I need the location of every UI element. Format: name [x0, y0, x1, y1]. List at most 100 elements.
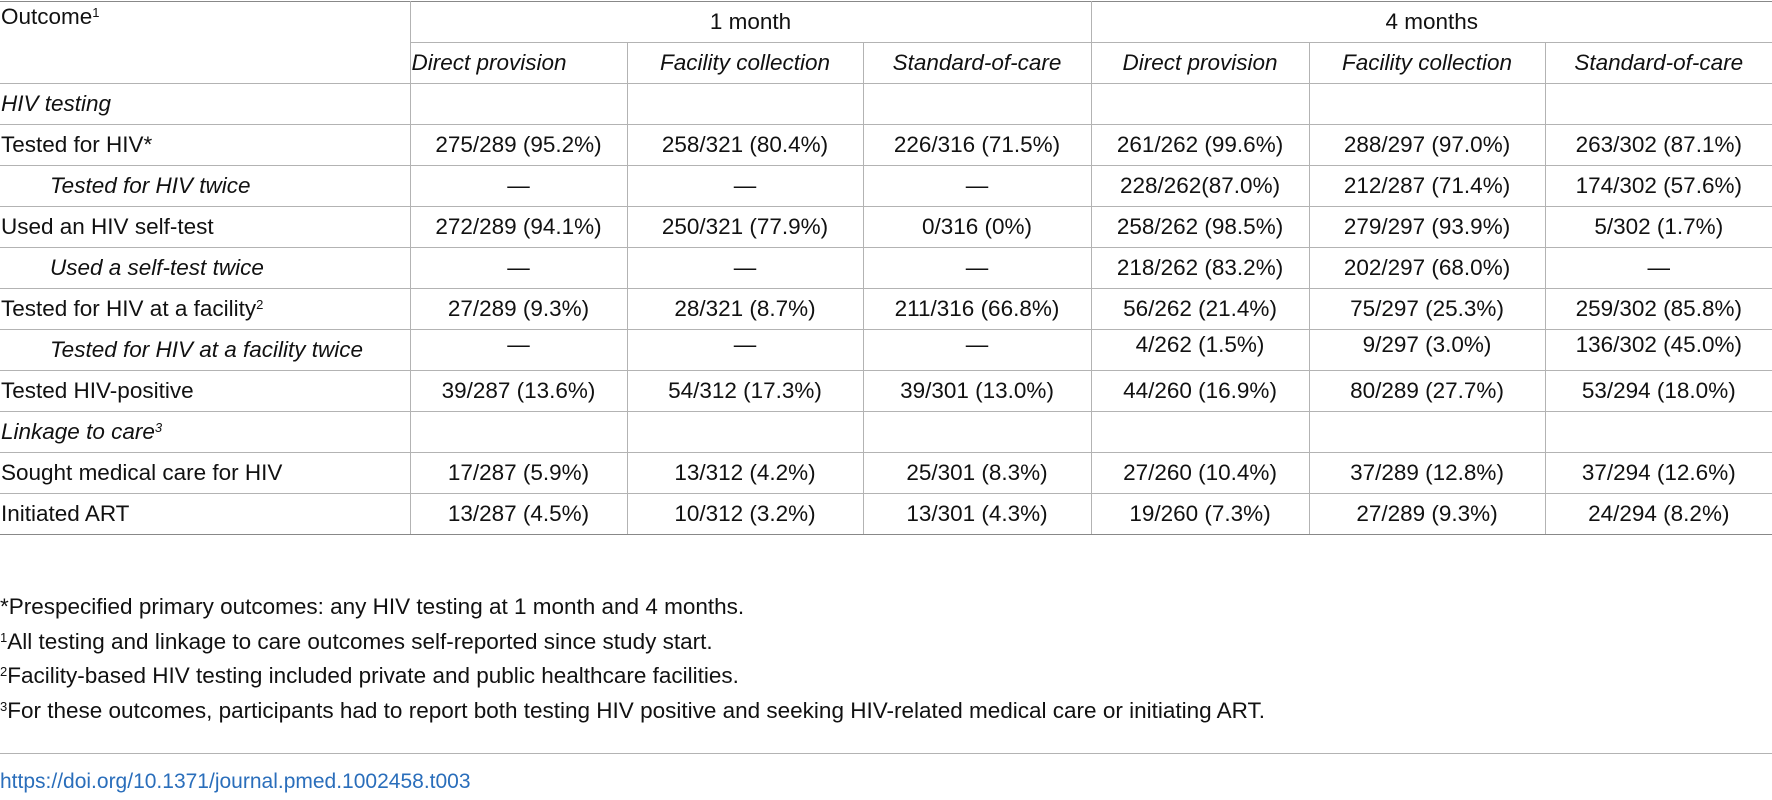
value-cell: 275/289 (95.2%) — [409, 124, 628, 166]
table-row: Sought medical care for HIV 17/287 (5.9%)… — [0, 452, 1772, 494]
period-header-4-months: 4 months — [1090, 1, 1772, 43]
arm-header: Facility collection — [1308, 42, 1546, 84]
arm-header: Standard-of-care — [862, 42, 1092, 84]
value-cell: 279/297 (93.9%) — [1308, 206, 1546, 248]
value-cell: 202/297 (68.0%) — [1308, 247, 1546, 289]
value-cell: 27/260 (10.4%) — [1090, 452, 1310, 494]
row-label: Tested HIV-positive — [0, 370, 411, 412]
value-cell: 258/262 (98.5%) — [1090, 206, 1310, 248]
value-cell: 25/301 (8.3%) — [862, 452, 1092, 494]
table-row: Tested for HIV at a facility twice — — —4/2… — [0, 329, 1772, 371]
value-cell: 37/294 (12.6%) — [1544, 452, 1772, 494]
value-cell: — — [626, 247, 864, 289]
value-cell: 13/312 (4.2%) — [626, 452, 864, 494]
empty-cell — [1308, 83, 1546, 125]
value-cell: 53/294 (18.0%) — [1544, 370, 1772, 412]
row-label: Tested for HIV twice — [0, 165, 411, 207]
value-cell: — — [409, 165, 628, 207]
value-cell: 250/321 (77.9%) — [626, 206, 864, 248]
value-cell: — — [409, 247, 628, 289]
arm-header: Standard-of-care — [1544, 42, 1772, 84]
value-cell: 261/262 (99.6%) — [1090, 124, 1310, 166]
section-label: Linkage to care3 — [0, 411, 411, 453]
value-cell: 13/301 (4.3%) — [862, 493, 1092, 535]
value-cell: — — [862, 165, 1092, 207]
value-cell: 13/287 (4.5%) — [409, 493, 628, 535]
value-cell: — — [626, 329, 864, 371]
value-cell: 17/287 (5.9%) — [409, 452, 628, 494]
row-label: Tested for HIV* — [0, 124, 411, 166]
footnote: 2Facility-based HIV testing included pri… — [0, 663, 739, 688]
footnote: 3For these outcomes, participants had to… — [0, 697, 1265, 723]
row-label: Tested for HIV at a facility2 — [0, 288, 411, 330]
empty-cell — [409, 83, 628, 125]
value-cell: 5/302 (1.7%) — [1544, 206, 1772, 248]
empty-cell — [1544, 83, 1772, 125]
period-header-row: Outcome1 1 month 4 months — [0, 1, 1772, 84]
outcome-header-sup: 1 — [92, 5, 100, 20]
section-row: Linkage to care3 — [0, 411, 1772, 453]
section-label: HIV testing — [0, 83, 411, 125]
empty-cell — [1308, 411, 1546, 453]
empty-cell — [1090, 411, 1310, 453]
footnote: *Prespecified primary outcomes: any HIV … — [0, 594, 745, 619]
value-cell: 56/262 (21.4%) — [1090, 288, 1310, 330]
value-cell: 263/302 (87.1%) — [1544, 124, 1772, 166]
divider — [0, 753, 1772, 754]
value-cell: 39/287 (13.6%) — [409, 370, 628, 412]
arm-header: Direct provision — [410, 42, 628, 84]
footnotes: *Prespecified primary outcomes: any HIV … — [0, 590, 1265, 728]
section-row: HIV testing — [0, 83, 1772, 125]
footnote: 1All testing and linkage to care outcome… — [0, 628, 713, 654]
table-row: Tested for HIV twice — — —228/262(87.0%) 212… — [0, 165, 1772, 207]
value-cell: 75/297 (25.3%) — [1308, 288, 1546, 330]
row-label: Sought medical care for HIV — [0, 452, 411, 494]
table-body: HIV testing Tested for HIV* 275/289 (95.2%… — [0, 83, 1772, 535]
empty-cell — [626, 411, 864, 453]
empty-cell — [626, 83, 864, 125]
value-cell: 288/297 (97.0%) — [1308, 124, 1546, 166]
value-cell: 259/302 (85.8%) — [1544, 288, 1772, 330]
table-row: Used a self-test twice — — —218/262 (83.2%)… — [0, 247, 1772, 289]
empty-cell — [1544, 411, 1772, 453]
value-cell: 211/316 (66.8%) — [862, 288, 1092, 330]
arm-header-row: Direct provision Facility collection Sta… — [0, 42, 1772, 84]
value-cell: 10/312 (3.2%) — [626, 493, 864, 535]
table-row: Used an HIV self-test 272/289 (94.1%) 250/… — [0, 206, 1772, 248]
empty-cell — [862, 83, 1092, 125]
value-cell: 44/260 (16.9%) — [1090, 370, 1310, 412]
outcome-header-text: Outcome — [1, 4, 93, 29]
value-cell: 136/302 (45.0%) — [1544, 329, 1772, 371]
value-cell: 80/289 (27.7%) — [1308, 370, 1546, 412]
arm-header: Direct provision — [1090, 42, 1310, 84]
value-cell: 28/321 (8.7%) — [626, 288, 864, 330]
outcome-header: Outcome1 — [0, 1, 411, 84]
row-label: Initiated ART — [0, 493, 411, 535]
row-label: Used a self-test twice — [0, 247, 411, 289]
table-row: Tested for HIV* 275/289 (95.2%) 258/321 (8… — [0, 124, 1772, 166]
value-cell: 24/294 (8.2%) — [1544, 493, 1772, 535]
table-row: Tested for HIV at a facility2 27/289 (9.3… — [0, 288, 1772, 330]
row-label: Used an HIV self-test — [0, 206, 411, 248]
doi-link[interactable]: https://doi.org/10.1371/journal.pmed.100… — [0, 770, 471, 793]
value-cell: — — [862, 329, 1092, 371]
value-cell: 27/289 (9.3%) — [409, 288, 628, 330]
value-cell: 226/316 (71.5%) — [862, 124, 1092, 166]
value-cell: — — [1544, 247, 1772, 289]
value-cell: 19/260 (7.3%) — [1090, 493, 1310, 535]
table-row: Initiated ART 13/287 (4.5%) 10/312 (3.2%) 1… — [0, 493, 1772, 535]
value-cell: — — [862, 247, 1092, 289]
value-cell: 9/297 (3.0%) — [1308, 329, 1546, 371]
value-cell: 272/289 (94.1%) — [409, 206, 628, 248]
value-cell: 54/312 (17.3%) — [626, 370, 864, 412]
value-cell: 27/289 (9.3%) — [1308, 493, 1546, 535]
table-row: Tested HIV-positive 39/287 (13.6%) 54/312 … — [0, 370, 1772, 412]
value-cell: 228/262(87.0%) — [1090, 165, 1310, 207]
value-cell: 218/262 (83.2%) — [1090, 247, 1310, 289]
value-cell: 258/321 (80.4%) — [626, 124, 864, 166]
value-cell: 39/301 (13.0%) — [862, 370, 1092, 412]
empty-cell — [409, 411, 628, 453]
arm-header: Facility collection — [626, 42, 864, 84]
empty-cell — [862, 411, 1092, 453]
empty-cell — [1090, 83, 1310, 125]
